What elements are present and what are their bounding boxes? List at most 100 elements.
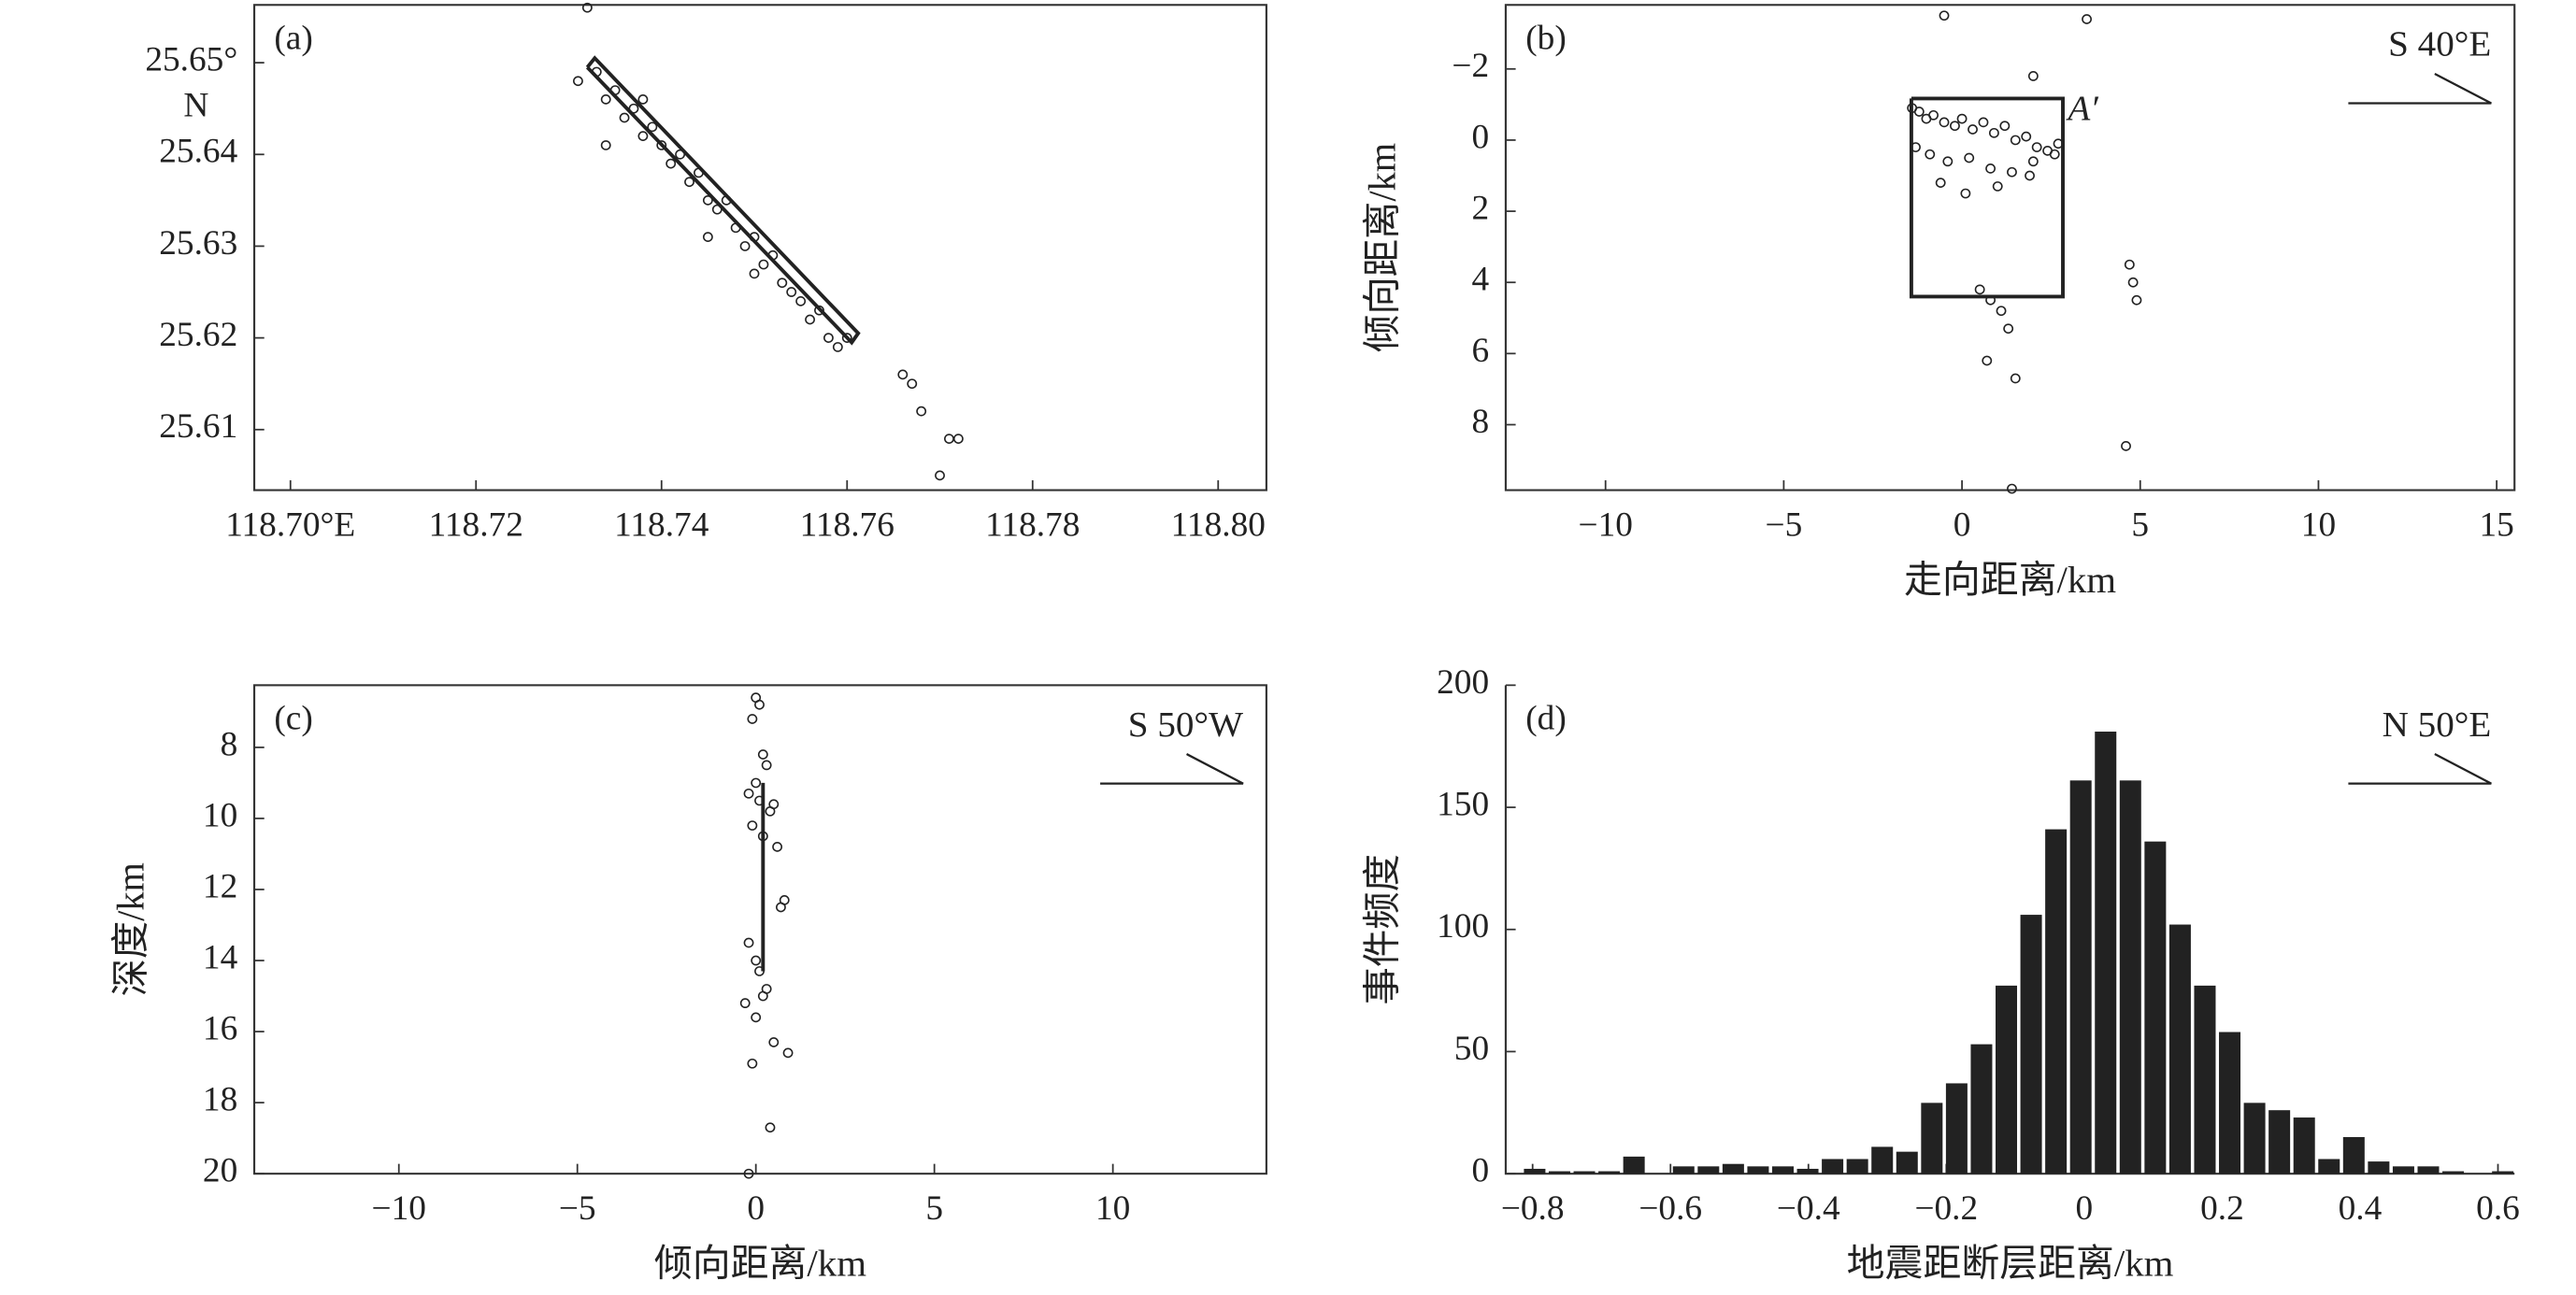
direction-indicator [1100,753,1244,785]
plot-frame [252,684,1267,1175]
direction-label: N 50°E [2383,704,2492,745]
histogram-bar [2045,829,2068,1174]
x-tick-label: −0.2 [1914,1189,1978,1228]
event-point [757,749,768,760]
histogram-bar [2417,1166,2440,1174]
event-point [2131,294,2142,306]
y-tick-label: 25.62 [159,316,237,354]
histogram-bar [2095,732,2117,1174]
histogram-bar [2293,1117,2315,1174]
x-tick-label: 0.4 [2339,1189,2383,1228]
x-tick-label: −10 [372,1189,426,1228]
x-tick-label: 15 [2479,506,2513,545]
event-point [761,760,772,771]
panel-label: (d) [1525,700,1567,738]
y-tick-label: 25.63 [159,224,237,263]
histogram-bar [2342,1136,2365,1174]
event-point [1939,10,1950,21]
x-tick-label: 118.72 [429,506,523,545]
event-point [814,305,824,316]
event-point [765,1122,776,1133]
event-point [1985,164,1996,174]
event-point [684,177,694,188]
histogram-bar [1970,1044,1993,1174]
histogram-bar [1945,1083,1968,1174]
plot-frame [1504,4,2516,491]
event-point [581,2,593,13]
x-tick-label: −0.8 [1501,1189,1565,1228]
event-point [832,342,843,352]
event-point [2007,166,2017,178]
x-tick-label: 5 [925,1189,943,1228]
event-point [628,103,639,114]
event-point [730,222,741,234]
y-tick-label: 50 [1454,1030,1489,1068]
event-point [1925,149,1936,160]
event-point [1978,117,1989,128]
event-point [754,795,765,806]
event-point [2124,259,2135,270]
x-tick-label: 118.78 [985,506,1080,545]
event-point [1999,121,2011,132]
y-tick-label: 20 [203,1152,237,1190]
event-point [754,699,765,710]
y-tick-label: 0 [1471,119,1489,157]
histogram-bar [2368,1161,2390,1174]
event-point [749,268,760,279]
y-tick-label: 6 [1471,332,1489,370]
event-point [841,333,852,343]
event-point [1968,124,1978,135]
event-point [600,94,611,105]
event-point [739,241,751,251]
event-point [1911,142,1921,152]
event-point [702,232,713,242]
y-tick-label: 100 [1437,907,1489,946]
event-point [2003,323,2014,334]
direction-label: S 50°W [1128,704,1244,745]
event-point [1935,178,1946,188]
histogram-bar [1796,1168,1819,1174]
histogram-bar [1672,1166,1695,1174]
y-tick-label: 8 [1471,403,1489,441]
histogram-bar [1697,1166,1720,1174]
event-point [637,131,649,141]
event-point [776,902,786,913]
event-point [757,990,768,1002]
event-point [805,314,815,325]
x-tick-label: 0.2 [2200,1189,2244,1228]
histogram-bar [1598,1171,1621,1174]
y-tick-label: 14 [203,939,237,977]
x-tick-label: −5 [1766,506,1803,545]
x-tick-label: 118.80 [1171,506,1266,545]
event-point [665,158,677,169]
event-point [619,112,630,123]
event-point [2025,170,2035,181]
event-point [1985,294,1996,306]
x-tick-label: 0 [2076,1189,2094,1228]
y-tick-label: 8 [221,726,238,764]
event-point [2121,441,2131,451]
event-point [1996,306,2007,317]
x-tick-label: 0 [1953,506,1971,545]
histogram-bar [2392,1166,2414,1174]
event-point [952,434,964,444]
event-point [2010,373,2021,384]
event-point [2127,277,2139,288]
histogram-bar [2020,915,2042,1174]
event-point [2010,135,2021,146]
event-point [2027,156,2039,167]
event-point [772,842,783,852]
histogram-bar [1573,1171,1596,1174]
event-point [754,966,765,976]
x-tick-label: 10 [1095,1189,1130,1228]
event-point [675,149,686,160]
histogram-bar [1921,1103,1943,1174]
y-tick-label: 150 [1437,786,1489,824]
event-point [721,195,732,206]
fault-outline [585,55,861,346]
event-point [777,278,788,289]
event-point [795,295,807,306]
event-point [747,714,758,724]
y-tick-label: 10 [203,797,237,835]
event-point [591,66,602,78]
